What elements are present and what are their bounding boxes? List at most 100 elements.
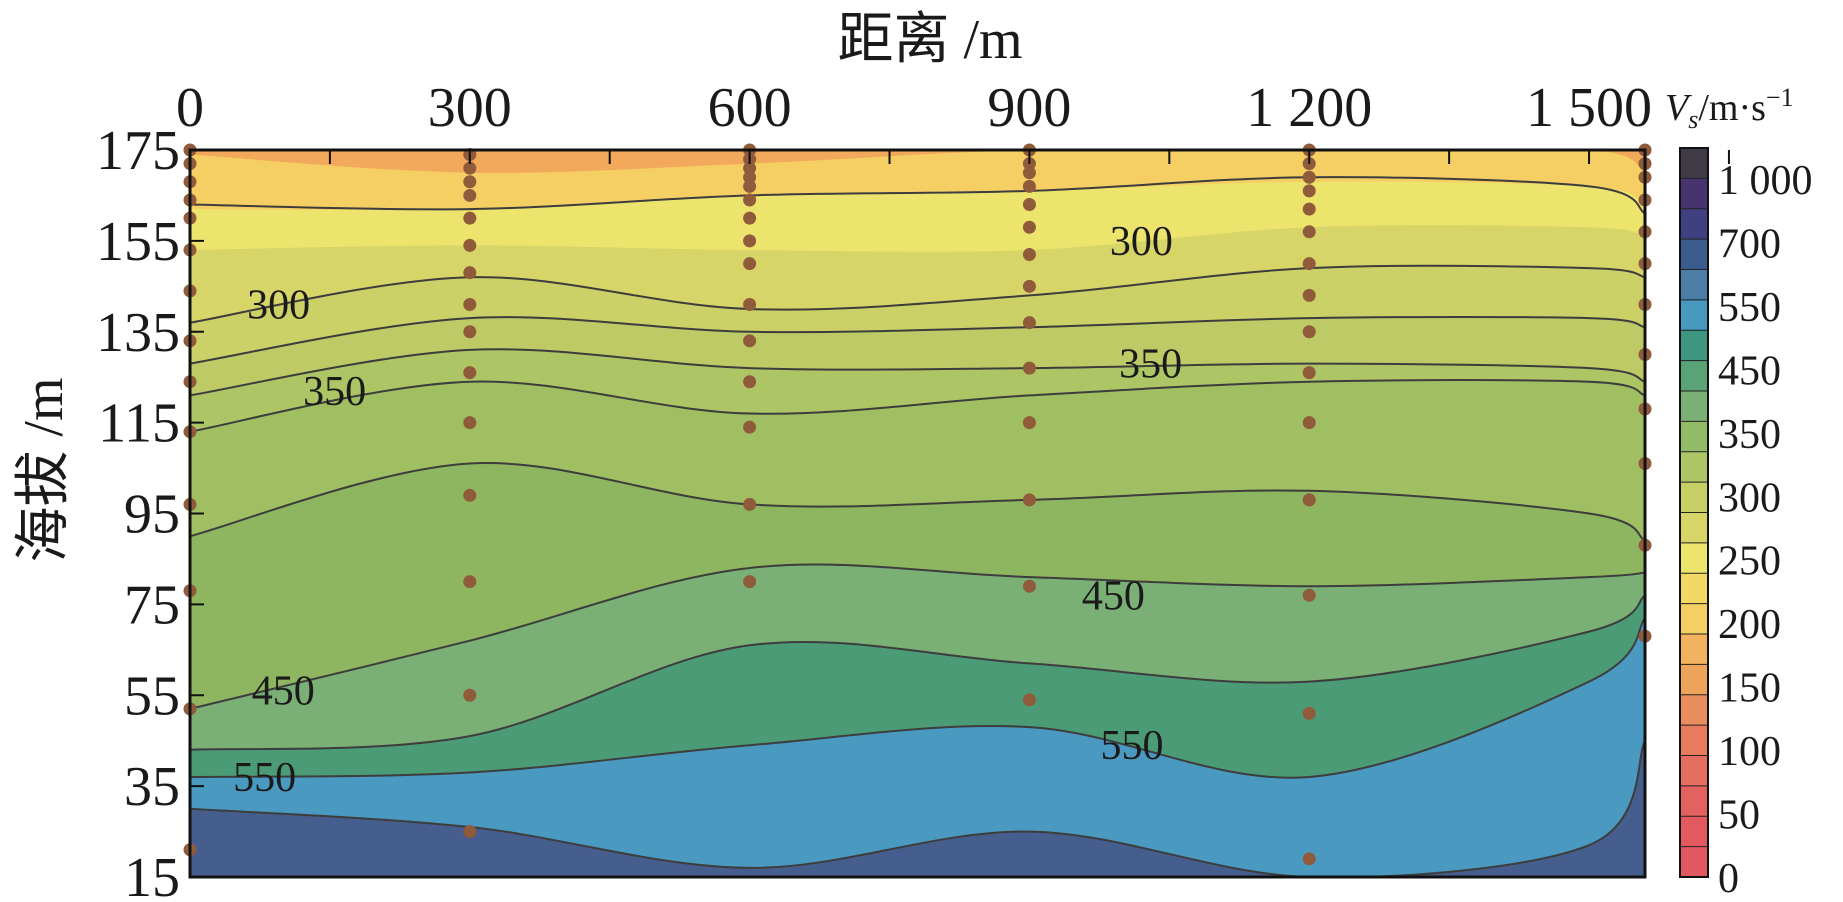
sample-point [1302, 325, 1316, 339]
colorbar-swatch [1680, 451, 1708, 483]
contour-lines [190, 176, 1645, 877]
contour-line-1 [190, 264, 1645, 324]
contour-line-7 [190, 594, 1645, 751]
colorbar-label: 150 [1718, 666, 1781, 712]
sample-point [743, 297, 757, 311]
colorbar-swatch [1680, 603, 1708, 635]
colorbar-swatch [1680, 755, 1708, 787]
sample-point [463, 825, 477, 839]
colorbar-swatch [1680, 512, 1708, 544]
sample-point [463, 416, 477, 430]
sample-point [1022, 416, 1036, 430]
colorbar-swatch [1680, 269, 1708, 301]
colorbar-label: 550 [1718, 285, 1781, 331]
contour-label: 450 [1082, 573, 1145, 619]
contour-line-6 [190, 563, 1645, 710]
sample-point [463, 211, 477, 225]
y-ticks: 175 155 135 115 95 75 55 35 15 [96, 120, 204, 902]
sample-point [1302, 170, 1316, 184]
x-ticks: 0 300 600 900 1 200 1 500 [176, 77, 1730, 164]
x-tick-label: 600 [708, 77, 792, 139]
colorbar-swatch [1680, 634, 1708, 665]
y-tick-label: 15 [124, 847, 180, 897]
colorbar-title-sub: s [1688, 105, 1698, 134]
sample-point [1022, 693, 1036, 707]
y-tick-label: 115 [98, 393, 180, 455]
sample-point [1022, 248, 1036, 262]
sample-point [1302, 493, 1316, 507]
colorbar-swatch [1680, 208, 1708, 240]
colorbar-swatch [1680, 816, 1708, 848]
y-tick-label: 55 [124, 665, 180, 727]
contour-label: 550 [233, 755, 296, 801]
x-tick-label: 1 500 [1526, 77, 1652, 139]
sample-point [463, 238, 477, 252]
y-axis-title: 海拔 /m [13, 377, 75, 562]
sample-point [1302, 588, 1316, 602]
sample-point [463, 488, 477, 502]
colorbar-swatch [1680, 239, 1708, 270]
sample-point [1302, 225, 1316, 239]
colorbar-swatch [1680, 148, 1708, 179]
colorbar-swatch [1680, 694, 1708, 726]
colorbar-label: 0 [1718, 856, 1739, 897]
sample-point [463, 188, 477, 202]
y-tick-label: 35 [124, 756, 180, 818]
colorbar-swatch [1680, 299, 1708, 331]
contour-label: 550 [1101, 723, 1164, 769]
colorbar-label: 1 000 [1718, 158, 1813, 204]
sample-point [1022, 166, 1036, 180]
colorbar-swatch [1680, 573, 1708, 605]
sample-point [743, 420, 757, 434]
sample-point [1022, 198, 1036, 212]
sample-point [1302, 416, 1316, 430]
contour-label: 350 [1119, 342, 1182, 388]
x-tick-label: 0 [176, 77, 204, 139]
colorbar-label: 200 [1718, 602, 1781, 648]
contour-line-4 [190, 379, 1645, 433]
colorbar-label: 250 [1718, 539, 1781, 585]
sample-point [463, 297, 477, 311]
contour-label: 350 [303, 369, 366, 415]
sample-point [463, 175, 477, 189]
contour-line-3 [190, 348, 1645, 397]
filled-bands [190, 150, 1645, 877]
sample-point [463, 366, 477, 380]
colorbar-label: 450 [1718, 348, 1781, 394]
colorbar-title: Vs/m·s−1 [1665, 83, 1794, 134]
y-tick-label: 75 [124, 574, 180, 636]
sample-point [743, 170, 757, 184]
sample-point [463, 161, 477, 175]
velocity-band-11 [190, 618, 1645, 877]
x-tick-label: 1 200 [1246, 77, 1372, 139]
colorbar-swatch [1680, 542, 1708, 574]
contour-line-8 [190, 617, 1645, 779]
colorbar-swatch [1680, 360, 1708, 392]
sample-point [743, 334, 757, 348]
sample-point [1302, 706, 1316, 720]
sample-point [1302, 366, 1316, 380]
sample-point [1022, 179, 1036, 193]
colorbar-label: 100 [1718, 729, 1781, 775]
sample-point [463, 266, 477, 280]
sample-point [743, 179, 757, 193]
colorbar-swatch [1680, 785, 1708, 817]
sample-point [1302, 288, 1316, 302]
y-tick-label: 155 [96, 211, 180, 273]
sample-point [463, 575, 477, 589]
sample-point [743, 161, 757, 175]
sample-point [743, 497, 757, 511]
sample-point [1022, 579, 1036, 593]
contour-label: 300 [1110, 219, 1173, 265]
sample-point [743, 257, 757, 271]
colorbar-label: 300 [1718, 475, 1781, 521]
colorbar-swatch [1680, 664, 1708, 696]
contour-line-0 [190, 176, 1645, 215]
sample-point [743, 211, 757, 225]
x-tick-label: 900 [987, 77, 1071, 139]
colorbar-label: 50 [1718, 793, 1760, 839]
contour-label: 300 [247, 282, 310, 328]
sample-point [1022, 493, 1036, 507]
sample-point [1022, 220, 1036, 234]
